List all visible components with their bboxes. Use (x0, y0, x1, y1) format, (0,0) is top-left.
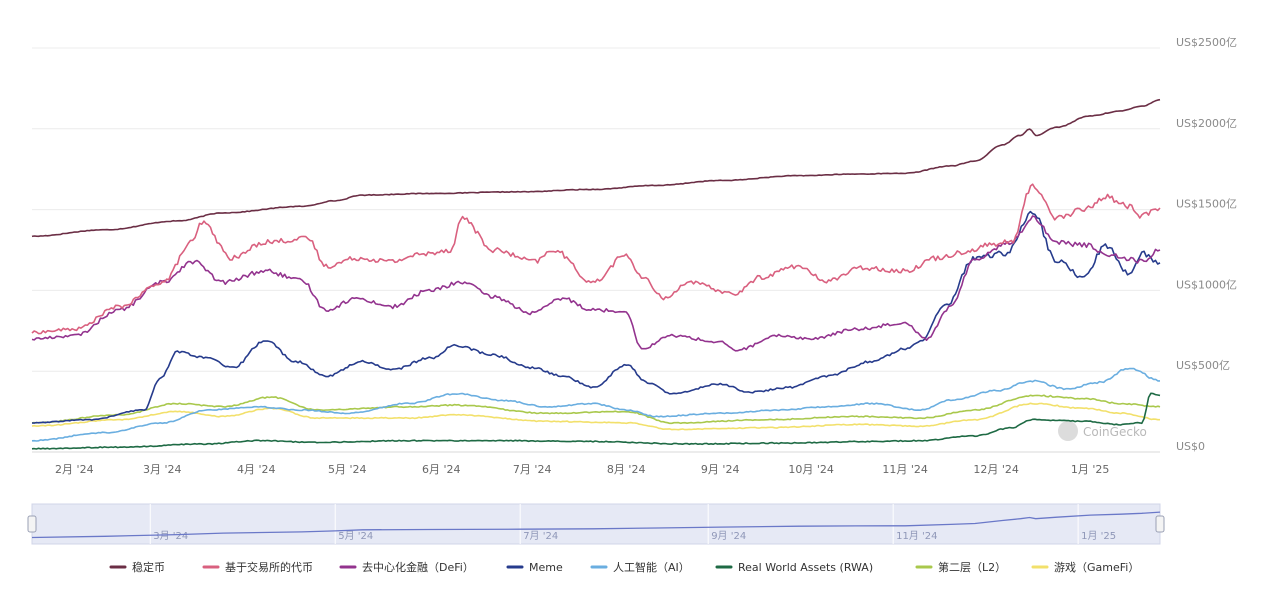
navigator-series-line (31, 511, 1161, 539)
legend-item[interactable]: 第二层（L2） (915, 560, 1006, 574)
series-line[interactable] (31, 183, 1161, 335)
legend-item[interactable]: 游戏（GameFi） (1031, 561, 1139, 574)
x-tick-label: 5月 '24 (328, 463, 367, 476)
y-tick-label: US$500亿 (1176, 359, 1230, 372)
legend-item[interactable]: Meme (506, 561, 563, 574)
legend-item[interactable]: Real World Assets (RWA) (715, 561, 873, 574)
legend-item[interactable]: 基于交易所的代币 (202, 560, 313, 574)
legend-item[interactable]: 去中心化金融（DeFi） (339, 560, 474, 574)
series-line[interactable] (31, 402, 1160, 431)
x-tick-label: 3月 '24 (143, 463, 182, 476)
x-tick-label: 7月 '24 (513, 463, 552, 476)
x-tick-label: 2月 '24 (55, 463, 94, 476)
legend-item[interactable]: 人工智能（AI） (590, 560, 690, 574)
x-tick-label: 4月 '24 (237, 463, 276, 476)
legend-label: Meme (529, 561, 563, 574)
x-axis: 2月 '24 3月 '24 4月 '24 5月 '24 6月 '24 7月 '24 8月 '… (55, 463, 1109, 476)
navigator-background[interactable] (31, 503, 1161, 545)
legend-label: 去中心化金融（DeFi） (362, 560, 474, 574)
navigator-tick-label: 5月 '24 (338, 530, 373, 542)
navigator-tick-label: 3月 '24 (153, 530, 188, 542)
series-line[interactable] (31, 215, 1161, 352)
legend-label: Real World Assets (RWA) (738, 561, 873, 574)
x-tick-label: 1月 '25 (1071, 463, 1110, 476)
y-axis: US$0 US$500亿 US$1000亿 US$1500亿 US$2000亿 US$25… (1176, 36, 1237, 453)
navigator-tick-label: 1月 '25 (1081, 530, 1116, 542)
coingecko-watermark: CoinGecko (1058, 421, 1147, 441)
navigator-tick-label: 9月 '24 (711, 530, 746, 542)
x-tick-label: 8月 '24 (607, 463, 646, 476)
x-tick-label: 6月 '24 (422, 463, 461, 476)
x-tick-label: 10月 '24 (788, 463, 834, 476)
series-line[interactable] (31, 394, 1161, 425)
navigator-tick-label: 7月 '24 (523, 530, 558, 542)
y-tick-label: US$0 (1176, 440, 1205, 453)
y-tick-label: US$1500亿 (1176, 198, 1237, 211)
series-line[interactable] (31, 98, 1161, 238)
watermark-text: CoinGecko (1083, 425, 1147, 439)
legend-label: 人工智能（AI） (613, 560, 690, 574)
coingecko-logo-icon (1058, 421, 1078, 441)
series-line[interactable] (31, 392, 1161, 450)
grid-lines (32, 47, 1160, 453)
legend-label: 基于交易所的代币 (225, 560, 313, 574)
legend-item[interactable]: 稳定币 (109, 560, 165, 574)
x-tick-label: 9月 '24 (701, 463, 740, 476)
legend: 稳定币 基于交易所的代币 去中心化金融（DeFi） Meme 人工智能（AI） Real … (109, 560, 1139, 574)
legend-label: 稳定币 (132, 560, 165, 574)
y-tick-label: US$2000亿 (1176, 117, 1237, 130)
navigator-tick-label: 11月 '24 (896, 530, 937, 542)
legend-label: 游戏（GameFi） (1054, 561, 1139, 574)
legend-label: 第二层（L2） (938, 560, 1006, 574)
x-tick-label: 12月 '24 (973, 463, 1019, 476)
navigator-right-handle[interactable] (1155, 515, 1165, 533)
series-line[interactable] (31, 367, 1160, 442)
x-tick-label: 11月 '24 (882, 463, 928, 476)
y-tick-label: US$1000亿 (1176, 278, 1237, 291)
series-lines (31, 98, 1161, 450)
y-tick-label: US$2500亿 (1176, 36, 1237, 49)
range-navigator[interactable]: 3月 '24 5月 '24 7月 '24 9月 '24 11月 '24 1月 '25 (27, 503, 1165, 545)
navigator-left-handle[interactable] (27, 515, 37, 533)
